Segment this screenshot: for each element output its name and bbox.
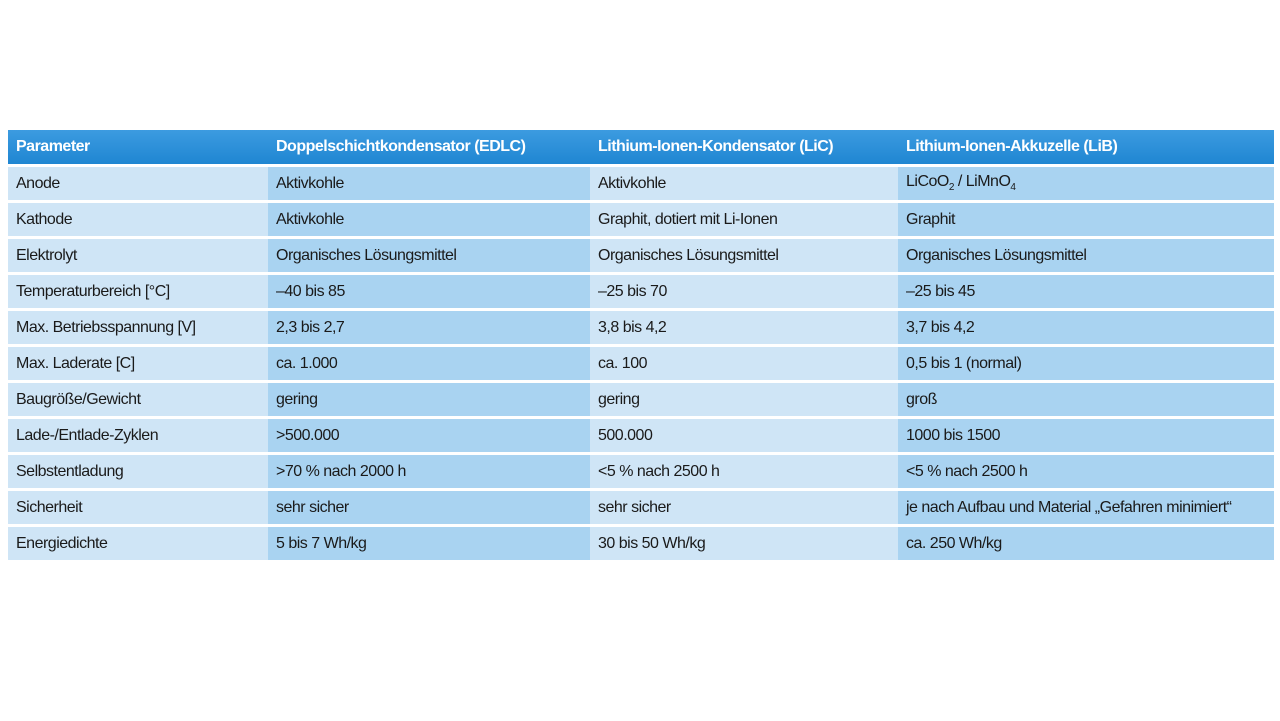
table-row: Elektrolyt Organisches Lösungsmittel Organ… — [8, 236, 1274, 274]
table-row: Sicherheit sehr sicher sehr sicher je nach … — [8, 488, 1274, 526]
header-parameter: Parameter — [8, 130, 268, 166]
cell-edlc: >70 % nach 2000 h — [268, 452, 590, 490]
cell-edlc: sehr sicher — [268, 488, 590, 526]
cell-lib: –25 bis 45 — [898, 272, 1274, 310]
cell-lic: –25 bis 70 — [590, 272, 898, 310]
table-row: Kathode Aktivkohle Graphit, dotiert mit Li… — [8, 200, 1274, 238]
cell-lic: sehr sicher — [590, 488, 898, 526]
cell-lic: gering — [590, 380, 898, 418]
cell-edlc: 2,3 bis 2,7 — [268, 308, 590, 346]
cell-parameter: Max. Laderate [C] — [8, 344, 268, 382]
cell-lib: Graphit — [898, 200, 1274, 238]
cell-edlc: Aktivkohle — [268, 164, 590, 202]
cell-lib: groß — [898, 380, 1274, 418]
cell-edlc: Aktivkohle — [268, 200, 590, 238]
cell-lic: Organisches Lösungsmittel — [590, 236, 898, 274]
header-edlc: Doppelschichtkondensator (EDLC) — [268, 130, 590, 166]
cell-edlc: –40 bis 85 — [268, 272, 590, 310]
cell-lic: ca. 100 — [590, 344, 898, 382]
cell-lib: 3,7 bis 4,2 — [898, 308, 1274, 346]
cell-lic: Aktivkohle — [590, 164, 898, 202]
cell-lib: Organisches Lösungsmittel — [898, 236, 1274, 274]
table-row: Lade-/Entlade-Zyklen >500.000 500.000 1000 … — [8, 416, 1274, 454]
cell-edlc: Organisches Lösungsmittel — [268, 236, 590, 274]
cell-parameter: Kathode — [8, 200, 268, 238]
cell-lic: <5 % nach 2500 h — [590, 452, 898, 490]
cell-parameter: Lade-/Entlade-Zyklen — [8, 416, 268, 454]
cell-parameter: Energiedichte — [8, 524, 268, 560]
table-row: Selbstentladung >70 % nach 2000 h <5 % nac… — [8, 452, 1274, 490]
cell-lic: Graphit, dotiert mit Li-Ionen — [590, 200, 898, 238]
cell-edlc: gering — [268, 380, 590, 418]
cell-edlc: 5 bis 7 Wh/kg — [268, 524, 590, 560]
cell-lic: 500.000 — [590, 416, 898, 454]
table-row: Max. Laderate [C] ca. 1.000 ca. 100 0,5 bis… — [8, 344, 1274, 382]
cell-lib: ca. 250 Wh/kg — [898, 524, 1274, 560]
cell-lib: LiCoO2 / LiMnO4 — [898, 164, 1274, 202]
cell-parameter: Max. Betriebsspannung [V] — [8, 308, 268, 346]
header-lib: Lithium-Ionen-Akkuzelle (LiB) — [898, 130, 1274, 166]
cell-parameter: Selbstentladung — [8, 452, 268, 490]
table-row: Energiedichte 5 bis 7 Wh/kg 30 bis 50 Wh/k… — [8, 524, 1274, 560]
cell-edlc: >500.000 — [268, 416, 590, 454]
comparison-table: Parameter Doppelschichtkondensator (EDLC… — [8, 130, 1274, 560]
cell-lic: 30 bis 50 Wh/kg — [590, 524, 898, 560]
cell-parameter: Sicherheit — [8, 488, 268, 526]
cell-lic: 3,8 bis 4,2 — [590, 308, 898, 346]
table-row: Baugröße/Gewicht gering gering groß — [8, 380, 1274, 418]
cell-lib: 1000 bis 1500 — [898, 416, 1274, 454]
cell-edlc: ca. 1.000 — [268, 344, 590, 382]
cell-lib: je nach Aufbau und Material „Gefahren mi… — [898, 488, 1274, 526]
header-row: Parameter Doppelschichtkondensator (EDLC… — [8, 130, 1274, 166]
cell-parameter: Temperaturbereich [°C] — [8, 272, 268, 310]
cell-lib: <5 % nach 2500 h — [898, 452, 1274, 490]
table-row: Max. Betriebsspannung [V] 2,3 bis 2,7 3,8 … — [8, 308, 1274, 346]
header-lic: Lithium-Ionen-Kondensator (LiC) — [590, 130, 898, 166]
table-row: Temperaturbereich [°C] –40 bis 85 –25 bis … — [8, 272, 1274, 310]
cell-parameter: Elektrolyt — [8, 236, 268, 274]
cell-parameter: Anode — [8, 164, 268, 202]
table-row: Anode Aktivkohle Aktivkohle LiCoO2 / LiMnO4 — [8, 164, 1274, 202]
cell-lib: 0,5 bis 1 (normal) — [898, 344, 1274, 382]
cell-parameter: Baugröße/Gewicht — [8, 380, 268, 418]
